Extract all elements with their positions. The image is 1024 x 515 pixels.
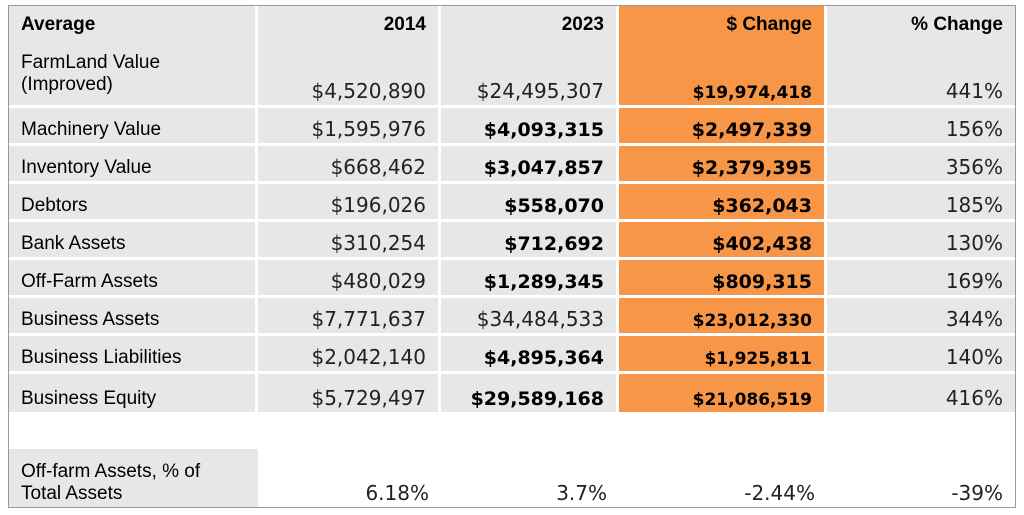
footer-label-line1: Off-farm Assets, % of bbox=[21, 461, 201, 482]
cell-pct-change: 416% bbox=[827, 374, 1015, 412]
cell-dollar-change: $402,438 bbox=[619, 222, 827, 260]
cell-dollar-change: $1,925,811 bbox=[619, 336, 827, 374]
cell-pct-change: 169% bbox=[827, 260, 1015, 298]
cell-2023: $29,589,168 bbox=[441, 374, 619, 412]
cell-dollar-change: $2,497,339 bbox=[619, 108, 827, 146]
cell-dollar-change: $19,974,418 bbox=[619, 43, 827, 108]
cell-pct-change: 130% bbox=[827, 222, 1015, 260]
cell-2023: $4,895,364 bbox=[441, 336, 619, 374]
cell-dollar-change: $21,086,519 bbox=[619, 374, 827, 412]
cell-pct-change: 156% bbox=[827, 108, 1015, 146]
footer-pct-change: -39% bbox=[951, 481, 1003, 505]
cell-2023: $24,495,307 bbox=[441, 43, 619, 108]
cell-2014: $196,026 bbox=[258, 184, 441, 222]
footer-dollar-change: -2.44% bbox=[744, 481, 815, 505]
data-table: Average 2014 2023 $ Change % Change Farm… bbox=[8, 5, 1016, 508]
cell-2023: $4,093,315 bbox=[441, 108, 619, 146]
cell-pct-change: 140% bbox=[827, 336, 1015, 374]
cell-2023: $712,692 bbox=[441, 222, 619, 260]
cell-2023: $34,484,533 bbox=[441, 298, 619, 336]
cell-dollar-change: $809,315 bbox=[619, 260, 827, 298]
cell-pct-change: 185% bbox=[827, 184, 1015, 222]
cell-2023: $1,289,345 bbox=[441, 260, 619, 298]
cell-pct-change: 356% bbox=[827, 146, 1015, 184]
cell-pct-change: 441% bbox=[827, 43, 1015, 108]
row-label: Business Liabilities bbox=[9, 336, 258, 374]
row-label: Business Equity bbox=[9, 374, 258, 412]
header-2023: 2023 bbox=[441, 6, 619, 43]
row-label: Business Assets bbox=[9, 298, 258, 336]
header-dollar-change: $ Change bbox=[619, 6, 827, 43]
header-pct-change: % Change bbox=[827, 6, 1015, 43]
footer-label-line2: Total Assets bbox=[21, 483, 123, 504]
row-label-farmland: FarmLand Value (Improved) bbox=[9, 43, 258, 108]
row-label: Inventory Value bbox=[9, 146, 258, 184]
cell-dollar-change: $362,043 bbox=[619, 184, 827, 222]
cell-2014: $1,595,976 bbox=[258, 108, 441, 146]
footer-2023: 3.7% bbox=[556, 481, 607, 505]
cell-pct-change: 344% bbox=[827, 298, 1015, 336]
cell-2014: $7,771,637 bbox=[258, 298, 441, 336]
cell-2023: $558,070 bbox=[441, 184, 619, 222]
cell-dollar-change: $23,012,330 bbox=[619, 298, 827, 336]
row-label-line1: FarmLand Value bbox=[21, 52, 161, 73]
cell-dollar-change: $2,379,395 bbox=[619, 146, 827, 184]
row-label: Machinery Value bbox=[9, 108, 258, 146]
cell-2014: $668,462 bbox=[258, 146, 441, 184]
cell-2014: $5,729,497 bbox=[258, 374, 441, 412]
cell-2014: $480,029 bbox=[258, 260, 441, 298]
row-label-line2: (Improved) bbox=[21, 74, 113, 95]
header-2014: 2014 bbox=[258, 6, 441, 43]
cell-2014: $2,042,140 bbox=[258, 336, 441, 374]
row-label: Bank Assets bbox=[9, 222, 258, 260]
cell-2014: $4,520,890 bbox=[258, 43, 441, 108]
header-average: Average bbox=[9, 6, 258, 43]
footer-2014: 6.18% bbox=[365, 481, 429, 505]
cell-2014: $310,254 bbox=[258, 222, 441, 260]
row-label: Debtors bbox=[9, 184, 258, 222]
footer-label: Off-farm Assets, % of Total Assets bbox=[9, 449, 258, 507]
cell-2023: $3,047,857 bbox=[441, 146, 619, 184]
row-label: Off-Farm Assets bbox=[9, 260, 258, 298]
